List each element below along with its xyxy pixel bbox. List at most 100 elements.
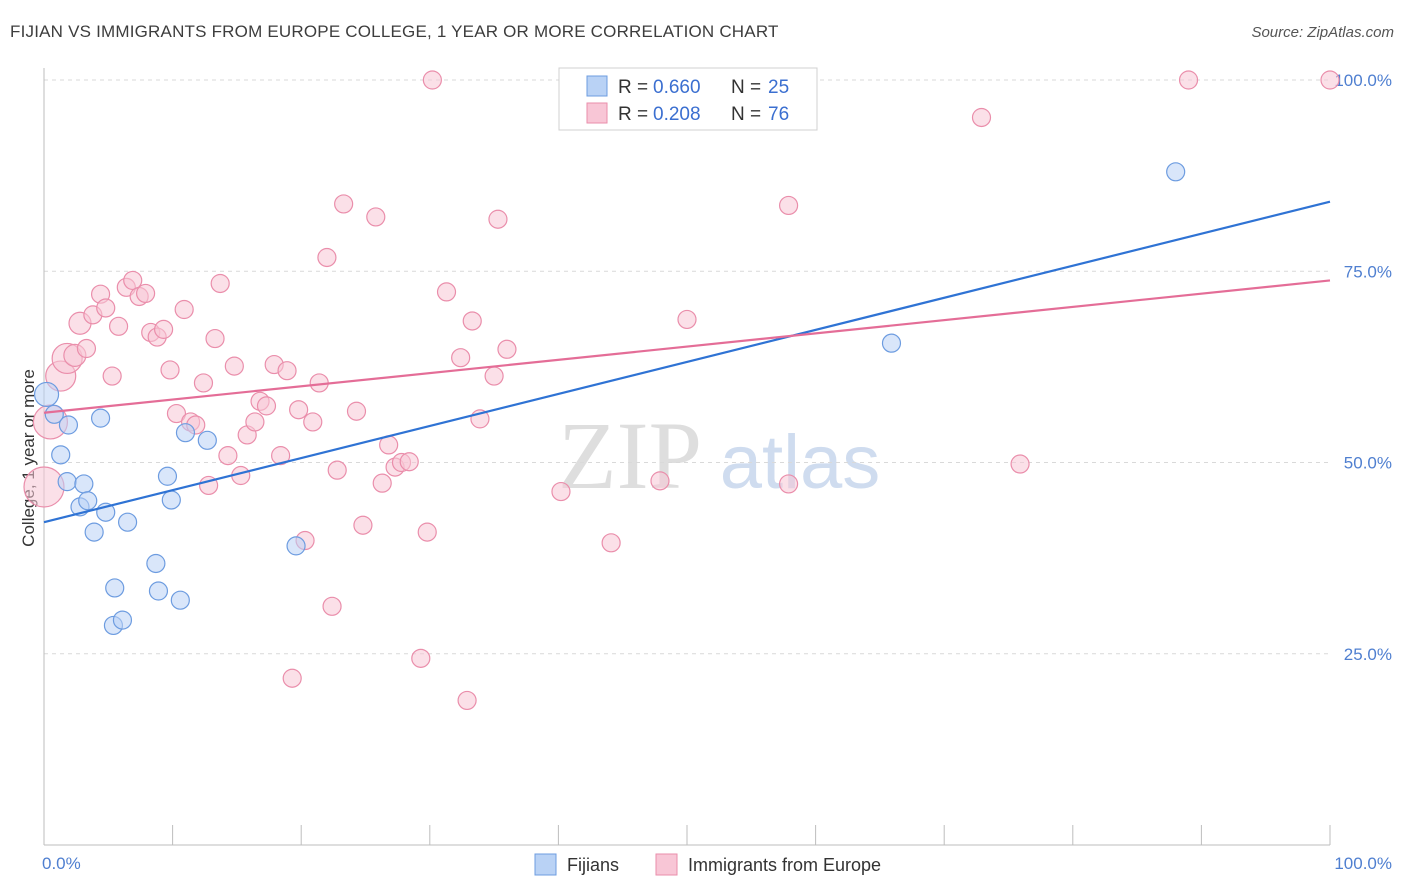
europe-point [245,412,265,432]
y-tick-label: 50.0% [1344,454,1392,473]
watermark: ZIP atlas [558,402,880,509]
europe-point [971,107,992,128]
fijian-point [105,578,125,598]
europe-point [1178,70,1199,90]
fijian-point [112,610,133,630]
europe-point [23,466,65,508]
fijian-point [146,553,166,574]
europe-point [488,209,508,229]
fijian-point [57,472,77,492]
x-tick-label-max: 100.0% [1334,854,1392,873]
fijian-point [170,590,190,610]
europe-point [462,311,482,331]
fijian-point [90,408,111,428]
europe-point [457,690,477,711]
europe-point [166,403,187,424]
europe-point [102,366,122,386]
europe-point [436,282,457,302]
europe-point [551,481,571,502]
bottom-legend-swatch-fijians [534,853,557,876]
y-tick-label: 100.0% [1334,71,1392,90]
europe-point [346,401,367,421]
europe-point [650,471,670,491]
legend-r-value-fijians: 0.660 [653,77,701,98]
europe-point [193,373,214,393]
europe-point [218,446,238,466]
europe-point [108,316,129,336]
fijian-point [117,512,138,532]
fijian-point [881,333,902,353]
europe-point [497,339,517,359]
legend-r-label-fijians: R = [618,77,648,98]
fijian-point [161,490,181,510]
europe-point [484,366,504,386]
europe-point [277,361,297,381]
fijian-point [84,522,104,542]
europe-point [76,338,97,359]
europe-point [224,356,244,376]
europe-point [282,668,302,688]
europe-point [366,207,386,227]
europe-point [778,474,799,494]
europe-point [205,328,225,349]
europe-point [601,533,621,553]
series-immigrants-from-europe [23,70,1340,711]
y-tick-labels: 25.0% 50.0% 75.0% 100.0% [1334,71,1392,664]
legend-top: R = 0.660 N = 25 R = 0.208 N = 76 [558,67,818,131]
axes [43,68,1331,846]
fijian-point [58,415,79,435]
chart-title: FIJIAN VS IMMIGRANTS FROM EUROPE COLLEGE… [10,22,779,41]
europe-point [135,283,156,304]
legend-n-value-europe: 76 [768,104,789,125]
europe-point [778,195,799,216]
fijian-point [33,381,60,408]
europe-point [322,596,342,616]
fijian-point [286,536,306,556]
fijian-point [44,404,64,424]
bottom-legend-swatch-europe [655,853,678,876]
fijian-point [78,491,98,511]
watermark-zip: ZIP [558,402,702,509]
europe-point [174,299,194,320]
europe-point [1010,454,1030,474]
legend-n-label-europe: N = [731,104,761,125]
fijian-point [148,581,169,601]
europe-point [289,400,309,420]
fijian-point [74,474,94,494]
legend-swatch-fijians [586,75,608,97]
europe-point [160,360,180,380]
legend-bottom: Fijians Immigrants from Europe [534,853,881,876]
legend-r-value-europe: 0.208 [653,104,701,125]
fijian-point [1166,162,1186,182]
europe-point [399,452,419,472]
x-tick-label-min: 0.0% [42,854,81,873]
europe-point [96,298,116,318]
y-tick-label: 75.0% [1344,262,1392,281]
europe-point [210,273,230,294]
europe-point [417,522,437,542]
europe-point [327,460,347,480]
trend-lines [43,200,1331,524]
europe-point [1320,70,1340,90]
legend-n-value-fijians: 25 [768,77,789,98]
y-tick-label: 25.0% [1344,645,1392,664]
fijian-point [197,430,217,450]
europe-point [256,396,277,416]
bottom-legend-label-fijians: Fijians [567,855,619,875]
fijian-point [175,423,196,443]
europe-point [372,473,392,493]
trend-line-fijians [43,200,1331,524]
europe-point [334,194,354,214]
europe-point [411,648,431,668]
legend-swatch-europe [586,102,608,124]
europe-point [153,319,174,339]
europe-point [422,70,442,90]
legend-n-label-fijians: N = [731,77,761,98]
bottom-legend-label-europe: Immigrants from Europe [688,855,881,875]
fijian-point [51,445,71,465]
europe-point [271,446,291,466]
europe-point [303,412,323,432]
trend-line-europe [43,279,1331,414]
europe-point [677,309,697,330]
